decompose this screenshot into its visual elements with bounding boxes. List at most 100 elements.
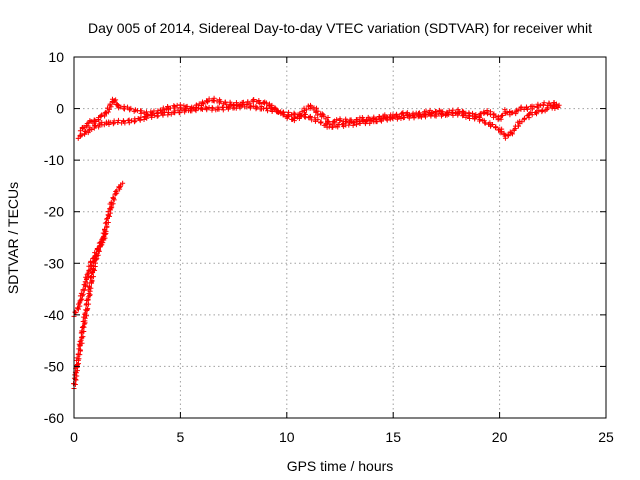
y-tick-label: -60 — [44, 410, 64, 426]
data-point — [550, 102, 556, 108]
data-point — [460, 111, 466, 117]
x-tick-labels: 0 5 10 15 20 25 — [70, 429, 614, 445]
data-point — [168, 105, 174, 111]
data-point — [325, 115, 331, 121]
data-point — [86, 284, 92, 290]
y-tick-label: -30 — [44, 255, 64, 271]
data-point — [102, 220, 108, 226]
data-point — [182, 109, 188, 115]
data-point — [429, 110, 435, 116]
data-point — [505, 132, 511, 138]
data-point — [87, 118, 93, 124]
data-point — [126, 117, 132, 123]
data-point — [499, 113, 505, 119]
x-tick-label: 20 — [492, 429, 508, 445]
data-point — [233, 100, 239, 106]
data-point — [87, 288, 93, 294]
y-tick-label: -50 — [44, 358, 64, 374]
data-point — [76, 341, 82, 347]
data-point — [80, 291, 86, 297]
y-tick-label: -10 — [44, 152, 64, 168]
data-point — [95, 246, 101, 252]
data-point — [354, 118, 360, 124]
data-point — [105, 219, 111, 225]
data-point — [467, 115, 473, 121]
data-point — [141, 110, 147, 116]
data-point — [106, 106, 112, 112]
data-point — [79, 296, 85, 302]
y-axis-label: SDTVAR / TECUs — [5, 182, 21, 294]
data-point — [166, 109, 172, 115]
data-point — [493, 124, 499, 130]
data-point — [115, 117, 121, 123]
data-point — [93, 123, 99, 129]
data-point — [113, 188, 119, 194]
data-point — [481, 118, 487, 124]
data-point — [347, 120, 353, 126]
data-point — [334, 117, 340, 123]
data-point — [545, 105, 551, 111]
data-point — [144, 112, 150, 118]
data-point — [210, 97, 216, 103]
data-point — [330, 119, 336, 125]
data-point — [168, 111, 174, 117]
data-point — [502, 135, 508, 141]
data-point — [99, 119, 105, 125]
data-point — [84, 272, 90, 278]
data-point — [482, 120, 488, 126]
data-point — [521, 115, 527, 121]
data-point — [330, 124, 336, 130]
data-point — [353, 122, 359, 128]
data-point — [84, 280, 90, 286]
data-point — [178, 105, 184, 111]
data-point — [154, 110, 160, 116]
data-point — [271, 106, 277, 112]
data-point — [381, 115, 387, 121]
data-point — [508, 130, 514, 136]
data-point — [555, 105, 561, 111]
data-point — [456, 110, 462, 116]
data-point — [105, 109, 111, 115]
data-point — [76, 301, 82, 307]
data-point — [111, 98, 117, 104]
data-point — [132, 118, 138, 124]
chart-title: Day 005 of 2014, Sidereal Day-to-day VTE… — [88, 20, 592, 36]
data-point — [110, 121, 116, 127]
series-main-band-lower — [75, 102, 561, 141]
data-point — [199, 106, 205, 112]
data-point — [84, 122, 90, 128]
x-axis-label: GPS time / hours — [287, 458, 394, 474]
data-point — [490, 121, 496, 127]
data-point — [82, 311, 88, 317]
data-point — [278, 111, 284, 117]
data-point — [439, 111, 445, 117]
data-point — [80, 287, 86, 293]
data-point — [200, 101, 206, 107]
data-point — [75, 351, 81, 357]
x-tick-label: 5 — [177, 429, 185, 445]
plot-frame — [73, 56, 607, 419]
data-point — [257, 101, 263, 107]
data-point — [398, 116, 404, 122]
data-point — [446, 111, 452, 117]
axis-ticks — [73, 56, 607, 419]
data-point — [533, 111, 539, 117]
data-point — [411, 115, 417, 121]
data-point — [90, 274, 96, 280]
data-point — [498, 129, 504, 135]
data-point — [535, 103, 541, 109]
data-point — [160, 105, 166, 111]
data-point — [367, 120, 373, 126]
data-point — [110, 195, 116, 201]
data-point — [460, 108, 466, 114]
data-point — [85, 130, 91, 136]
data-point — [117, 184, 123, 190]
data-point — [280, 109, 286, 115]
data-point — [275, 108, 281, 114]
data-point — [329, 122, 335, 128]
data-point — [193, 108, 199, 114]
data-point — [184, 103, 190, 109]
data-point — [523, 104, 529, 110]
